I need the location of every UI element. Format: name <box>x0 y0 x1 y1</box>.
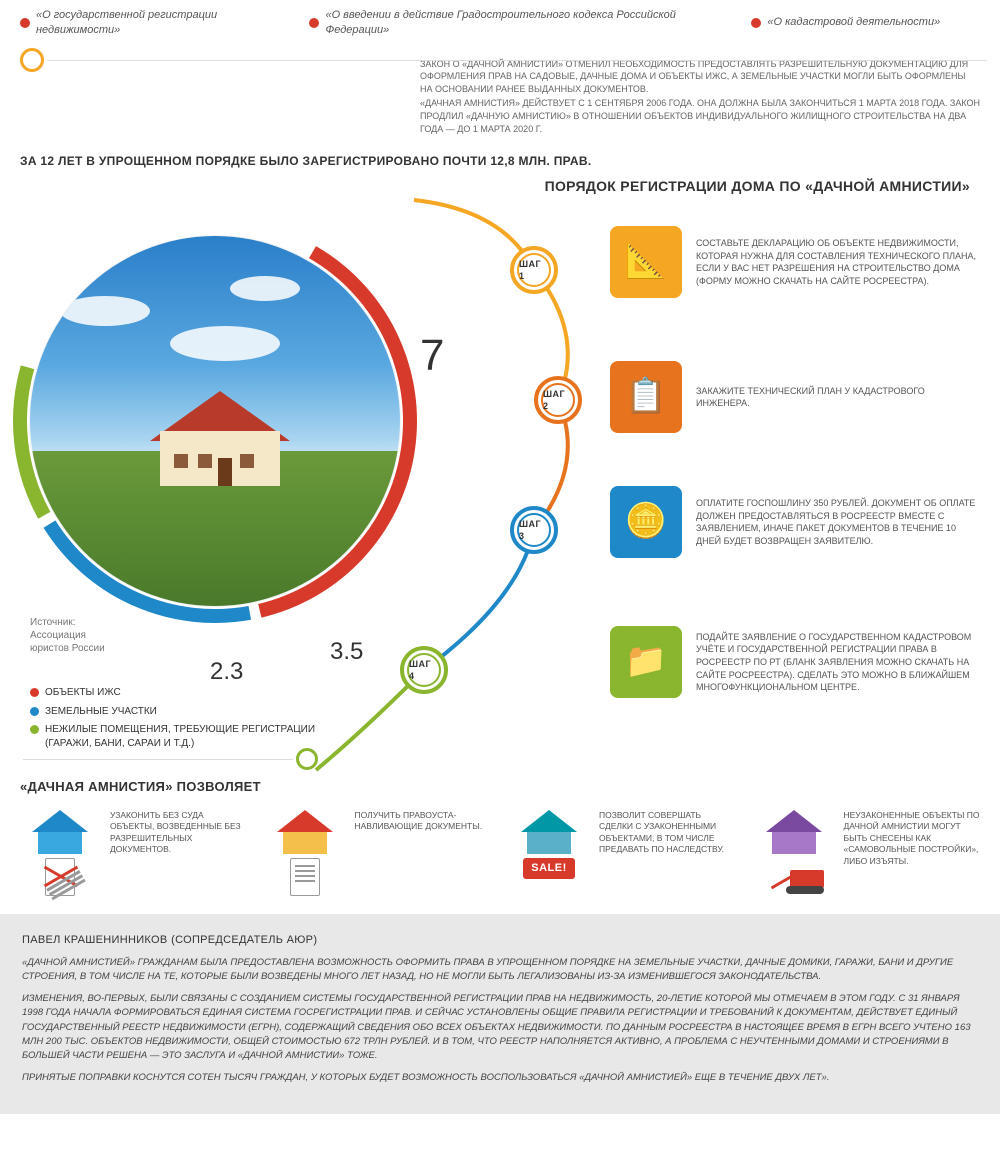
legend-label: НЕЖИЛЫЕ ПОМЕЩЕНИЯ, ТРЕБУЮЩИЕ РЕГИСТРАЦИИ… <box>45 723 320 750</box>
sale-badge: SALE! <box>523 858 575 879</box>
intro-block: ЗАКОН О «ДАЧНОЙ АМНИСТИИ» ОТМЕНИЛ НЕОБХО… <box>0 50 1000 136</box>
section-title: ПОРЯДОК РЕГИСТРАЦИИ ДОМА ПО «ДАЧНОЙ АМНИ… <box>30 177 970 196</box>
law-dot-icon <box>309 18 319 28</box>
step-text: ЗАКАЖИТЕ ТЕХНИЧЕСКИЙ ПЛАН У КАДАСТРОВОГО… <box>696 385 980 410</box>
allows-row: УЗАКОНИТЬ БЕЗ СУДА ОБЪЕКТЫ, ВОЗВЕДЕННЫЕ … <box>0 810 1000 914</box>
legend-item: ОБЪЕКТЫ ИЖС <box>30 686 320 700</box>
mini-house-icon <box>521 810 577 854</box>
step-text: ПОДАЙТЕ ЗАЯВЛЕНИЕ О ГОСУДАРСТВЕННОМ КАДА… <box>696 631 980 694</box>
step-badge: ШАГ 1 <box>510 246 558 294</box>
allow-text: ПОЗВОЛИТ СОВЕРШАТЬ СДЕЛКИ С УЗАКОНЕННЫМИ… <box>599 810 736 896</box>
allow-text: ПОЛУЧИТЬ ПРАВОУСТА­НАВЛИВАЮЩИЕ ДОКУМЕНТЫ… <box>355 810 492 896</box>
gauge-value-35: 3.5 <box>330 636 363 668</box>
headline: ЗА 12 ЛЕТ В УПРОЩЕННОМ ПОРЯДКЕ БЫЛО ЗАРЕ… <box>20 153 980 169</box>
step-text: ОПЛАТИТЕ ГОСПОШЛИНУ 350 РУБЛЕЙ. ДОКУМЕНТ… <box>696 497 980 547</box>
legend-item: НЕЖИЛЫЕ ПОМЕЩЕНИЯ, ТРЕБУЮЩИЕ РЕГИСТРАЦИИ… <box>30 723 320 750</box>
gauge-value-23: 2.3 <box>210 656 243 688</box>
quote-block: ПАВЕЛ КРАШЕНИННИКОВ (СОПРЕДСЕДАТЕЛЬ АЮР)… <box>0 914 1000 1114</box>
laws-row: «О государственной регистрации недвижимо… <box>0 0 1000 50</box>
source-label: Источник: Ассоциация юристов России <box>30 616 105 655</box>
allow-item: ПОЛУЧИТЬ ПРАВОУСТА­НАВЛИВАЮЩИЕ ДОКУМЕНТЫ… <box>265 810 492 896</box>
step-card: 📐 СОСТАВЬТЕ ДЕКЛАРАЦИЮ ОБ ОБЪЕКТЕ НЕДВИЖ… <box>610 226 980 298</box>
cross-paper-icon <box>45 858 75 896</box>
end-ring-icon <box>296 748 318 770</box>
legend-dot-icon <box>30 707 39 716</box>
excavator-icon <box>764 858 824 894</box>
legend-item: ЗЕМЕЛЬНЫЕ УЧАСТКИ <box>30 705 320 719</box>
quote-p3: ПРИНЯТЫЕ ПОПРАВКИ КОСНУТСЯ СОТЕН ТЫСЯЧ Г… <box>22 1071 978 1085</box>
mini-house-icon <box>766 810 822 854</box>
allow-text: НЕУЗАКОНЕННЫЕ ОБЪЕКТЫ ПО ДАЧНОЙ АМНИСТИИ… <box>844 810 981 896</box>
intro-text: ЗАКОН О «ДАЧНОЙ АМНИСТИИ» ОТМЕНИЛ НЕОБХО… <box>420 50 980 136</box>
intro-p2: «ДАЧНАЯ АМНИСТИЯ» ДЕЙСТВУЕТ С 1 СЕНТЯБРЯ… <box>420 97 980 135</box>
step-card: 📋 ЗАКАЖИТЕ ТЕХНИЧЕСКИЙ ПЛАН У КАДАСТРОВО… <box>610 361 980 433</box>
quote-p1: «ДАЧНОЙ АМНИСТИЕЙ» ГРАЖДАНАМ БЫЛА ПРЕДОС… <box>22 956 978 985</box>
quote-author: ПАВЕЛ КРАШЕНИННИКОВ (СОПРЕДСЕДАТЕЛЬ АЮР) <box>22 931 978 948</box>
ring-icon <box>20 48 44 72</box>
legend-dot-icon <box>30 725 39 734</box>
legend: ОБЪЕКТЫ ИЖС ЗЕМЕЛЬНЫЕ УЧАСТКИ НЕЖИЛЫЕ ПОМЕ… <box>30 686 320 755</box>
mini-house-icon <box>277 810 333 854</box>
allow-text: УЗАКОНИТЬ БЕЗ СУДА ОБЪЕКТЫ, ВОЗВЕДЕННЫЕ … <box>110 810 247 896</box>
step-badge: ШАГ 3 <box>510 506 558 554</box>
law-item: «О введении в действие Градостроительног… <box>309 8 741 38</box>
allows-title: «ДАЧНАЯ АМНИСТИЯ» ПОЗВОЛЯЕТ <box>20 778 980 796</box>
law-dot-icon <box>751 18 761 28</box>
allow-item: УЗАКОНИТЬ БЕЗ СУДА ОБЪЕКТЫ, ВОЗВЕДЕННЫЕ … <box>20 810 247 896</box>
intro-p1: ЗАКОН О «ДАЧНОЙ АМНИСТИИ» ОТМЕНИЛ НЕОБХО… <box>420 58 980 96</box>
step-text: СОСТАВЬТЕ ДЕКЛАРАЦИЮ ОБ ОБЪЕКТЕ НЕДВИЖИМ… <box>696 237 980 287</box>
step-card: 📁 ПОДАЙТЕ ЗАЯВЛЕНИЕ О ГОСУДАРСТВЕННОМ КА… <box>610 626 980 698</box>
law-dot-icon <box>20 18 30 28</box>
main-area: 7 3.5 2.3 Источник: Ассоциация юристов Р… <box>0 206 1000 766</box>
law-text: «О кадастровой деятельности» <box>767 15 940 30</box>
law-text: «О государственной регистрации недвижимо… <box>36 8 299 38</box>
law-item: «О кадастровой деятельности» <box>751 8 980 38</box>
step-icon: 📐 <box>610 226 682 298</box>
legend-dot-icon <box>30 688 39 697</box>
allow-item: НЕУЗАКОНЕННЫЕ ОБЪЕКТЫ ПО ДАЧНОЙ АМНИСТИИ… <box>754 810 981 896</box>
mini-house-icon <box>32 810 88 854</box>
gauge-chart <box>10 216 420 626</box>
law-text: «О введении в действие Градостроительног… <box>325 8 741 38</box>
gauge-value-7: 7 <box>420 326 444 385</box>
paper-icon <box>290 858 320 896</box>
step-card: 🪙 ОПЛАТИТЕ ГОСПОШЛИНУ 350 РУБЛЕЙ. ДОКУМЕ… <box>610 486 980 558</box>
step-badge: ШАГ 2 <box>534 376 582 424</box>
allow-item: SALE! ПОЗВОЛИТ СОВЕРШАТЬ СДЕЛКИ С УЗАКОН… <box>509 810 736 896</box>
step-icon: 📋 <box>610 361 682 433</box>
step-icon: 📁 <box>610 626 682 698</box>
step-icon: 🪙 <box>610 486 682 558</box>
quote-p2: ИЗМЕНЕНИЯ, ВО-ПЕРВЫХ, БЫЛИ СВЯЗАНЫ С СОЗ… <box>22 992 978 1063</box>
law-item: «О государственной регистрации недвижимо… <box>20 8 299 38</box>
legend-label: ЗЕМЕЛЬНЫЕ УЧАСТКИ <box>45 705 157 719</box>
legend-label: ОБЪЕКТЫ ИЖС <box>45 686 121 700</box>
step-badge: ШАГ 4 <box>400 646 448 694</box>
